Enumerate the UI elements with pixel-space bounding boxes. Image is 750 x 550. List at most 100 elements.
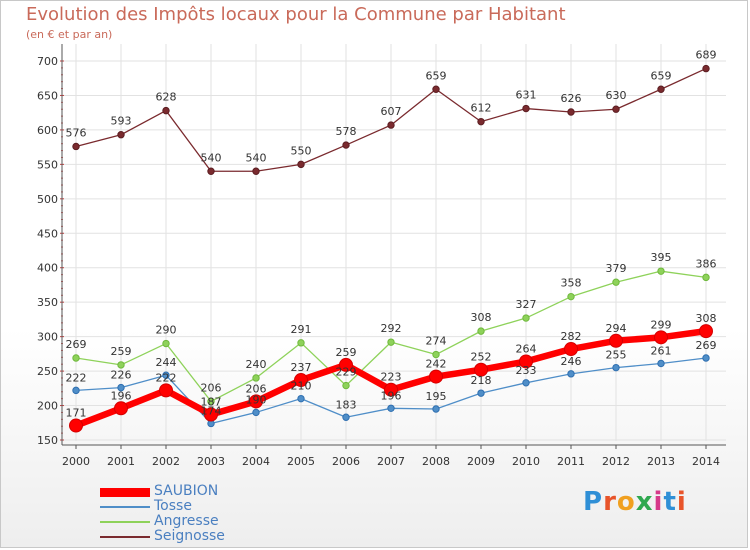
data-point-seignosse: [387, 121, 395, 129]
chart-title: Evolution des Impôts locaux pour la Comm…: [26, 4, 566, 25]
data-labels: 576 593 628 540 540 550 578 607 659 612 631 626 630 6…: [66, 49, 717, 420]
data-point-seignosse: [342, 141, 350, 149]
data-point-saubion: [69, 418, 83, 433]
data-label-saubion: 264: [516, 342, 537, 355]
data-label-saubion: 252: [471, 351, 492, 364]
legend-label: Tosse: [154, 498, 192, 514]
data-label-seignosse: 593: [111, 115, 132, 128]
data-label-seignosse: 689: [696, 49, 717, 62]
data-point-saubion: [699, 324, 713, 339]
data-label-tosse: 190: [246, 393, 267, 406]
data-point-saubion: [114, 401, 128, 416]
data-label-seignosse: 631: [516, 89, 537, 102]
data-label-saubion: 187: [201, 396, 222, 409]
legend-label: SAUBION: [154, 483, 219, 499]
data-label-seignosse: 540: [201, 151, 222, 164]
data-point-tosse: [297, 394, 305, 403]
chart-subtitle: (en € et par an): [26, 28, 113, 41]
data-label-saubion: 282: [561, 330, 582, 343]
data-label-seignosse: 576: [66, 126, 87, 139]
data-point-tosse: [657, 359, 665, 368]
data-point-seignosse: [252, 167, 260, 175]
data-label-saubion: 171: [66, 407, 87, 420]
data-point-saubion: [429, 369, 443, 384]
data-label-seignosse: 612: [471, 102, 492, 115]
data-point-seignosse: [432, 85, 440, 93]
legend-swatch: [100, 521, 150, 523]
data-label-saubion: 299: [651, 318, 672, 331]
data-label-angresse: 229: [336, 366, 357, 379]
data-point-angresse: [432, 350, 440, 359]
x-tick-label: 2012: [602, 455, 630, 468]
data-label-saubion: 294: [606, 322, 627, 335]
x-tick-label: 2004: [242, 455, 270, 468]
y-tick-label: 250: [37, 365, 58, 378]
data-point-saubion: [654, 330, 668, 345]
data-point-seignosse: [522, 104, 530, 113]
data-label-angresse: 386: [696, 257, 717, 270]
data-label-angresse: 290: [156, 324, 177, 337]
data-point-angresse: [297, 339, 305, 347]
data-label-saubion: 242: [426, 358, 447, 371]
data-label-saubion: 237: [291, 361, 312, 374]
x-tick-label: 2008: [422, 455, 450, 468]
x-tick-label: 2002: [152, 455, 180, 468]
data-label-tosse: 174: [201, 404, 222, 417]
data-label-seignosse: 607: [381, 105, 402, 118]
data-point-angresse: [477, 327, 485, 335]
data-point-saubion: [474, 362, 488, 377]
axes: 150 200 250 300 350 400 450 500 550 600 650 700 2000…: [37, 44, 726, 468]
logo-letter: P: [583, 487, 604, 517]
data-point-tosse: [387, 404, 395, 413]
data-label-seignosse: 550: [291, 144, 312, 157]
data-point-angresse: [252, 374, 260, 382]
data-label-angresse: 308: [471, 311, 492, 324]
data-label-angresse: 259: [111, 345, 132, 358]
data-point-seignosse: [477, 117, 485, 126]
data-point-saubion: [384, 382, 398, 397]
data-point-angresse: [72, 354, 80, 362]
data-label-seignosse: 659: [651, 69, 672, 82]
logo-letter: o: [616, 487, 636, 517]
x-tick-label: 2007: [377, 455, 405, 468]
x-tick-label: 2001: [107, 455, 135, 468]
x-tick-label: 2013: [647, 455, 675, 468]
legend-swatch: [100, 487, 150, 497]
x-tick-label: 2005: [287, 455, 315, 468]
data-point-angresse: [702, 273, 710, 282]
y-tick-label: 500: [37, 193, 58, 206]
data-label-angresse: 358: [561, 277, 582, 290]
data-label-seignosse: 540: [246, 151, 267, 164]
data-label-angresse: 291: [291, 323, 312, 336]
data-label-angresse: 395: [651, 251, 672, 264]
data-point-saubion: [249, 394, 263, 409]
y-tick-label: 300: [37, 331, 58, 344]
data-point-tosse: [72, 386, 80, 395]
data-point-seignosse: [162, 106, 170, 115]
logo-letter: i: [676, 487, 687, 517]
y-tick-label: 200: [37, 400, 58, 413]
data-label-tosse: 226: [111, 369, 132, 382]
data-point-angresse: [567, 292, 575, 301]
x-tick-label: 2006: [332, 455, 360, 468]
data-point-saubion: [204, 407, 218, 422]
data-point-seignosse: [702, 64, 710, 73]
data-point-saubion: [339, 357, 353, 372]
data-label-tosse: 261: [651, 345, 672, 358]
data-label-tosse: 269: [696, 339, 717, 352]
data-point-tosse: [252, 408, 260, 417]
data-point-seignosse: [72, 142, 80, 151]
data-label-seignosse: 628: [156, 91, 177, 104]
data-point-tosse: [117, 383, 125, 392]
logo-letter: t: [663, 487, 677, 517]
data-label-seignosse: 578: [336, 125, 357, 138]
data-point-seignosse: [297, 160, 305, 169]
y-tick-label: 150: [37, 434, 58, 447]
data-point-saubion: [159, 383, 173, 398]
data-point-angresse: [162, 339, 170, 348]
logo-letter: r: [603, 487, 617, 517]
data-label-saubion: 259: [336, 346, 357, 359]
y-tick-label: 700: [37, 55, 58, 68]
